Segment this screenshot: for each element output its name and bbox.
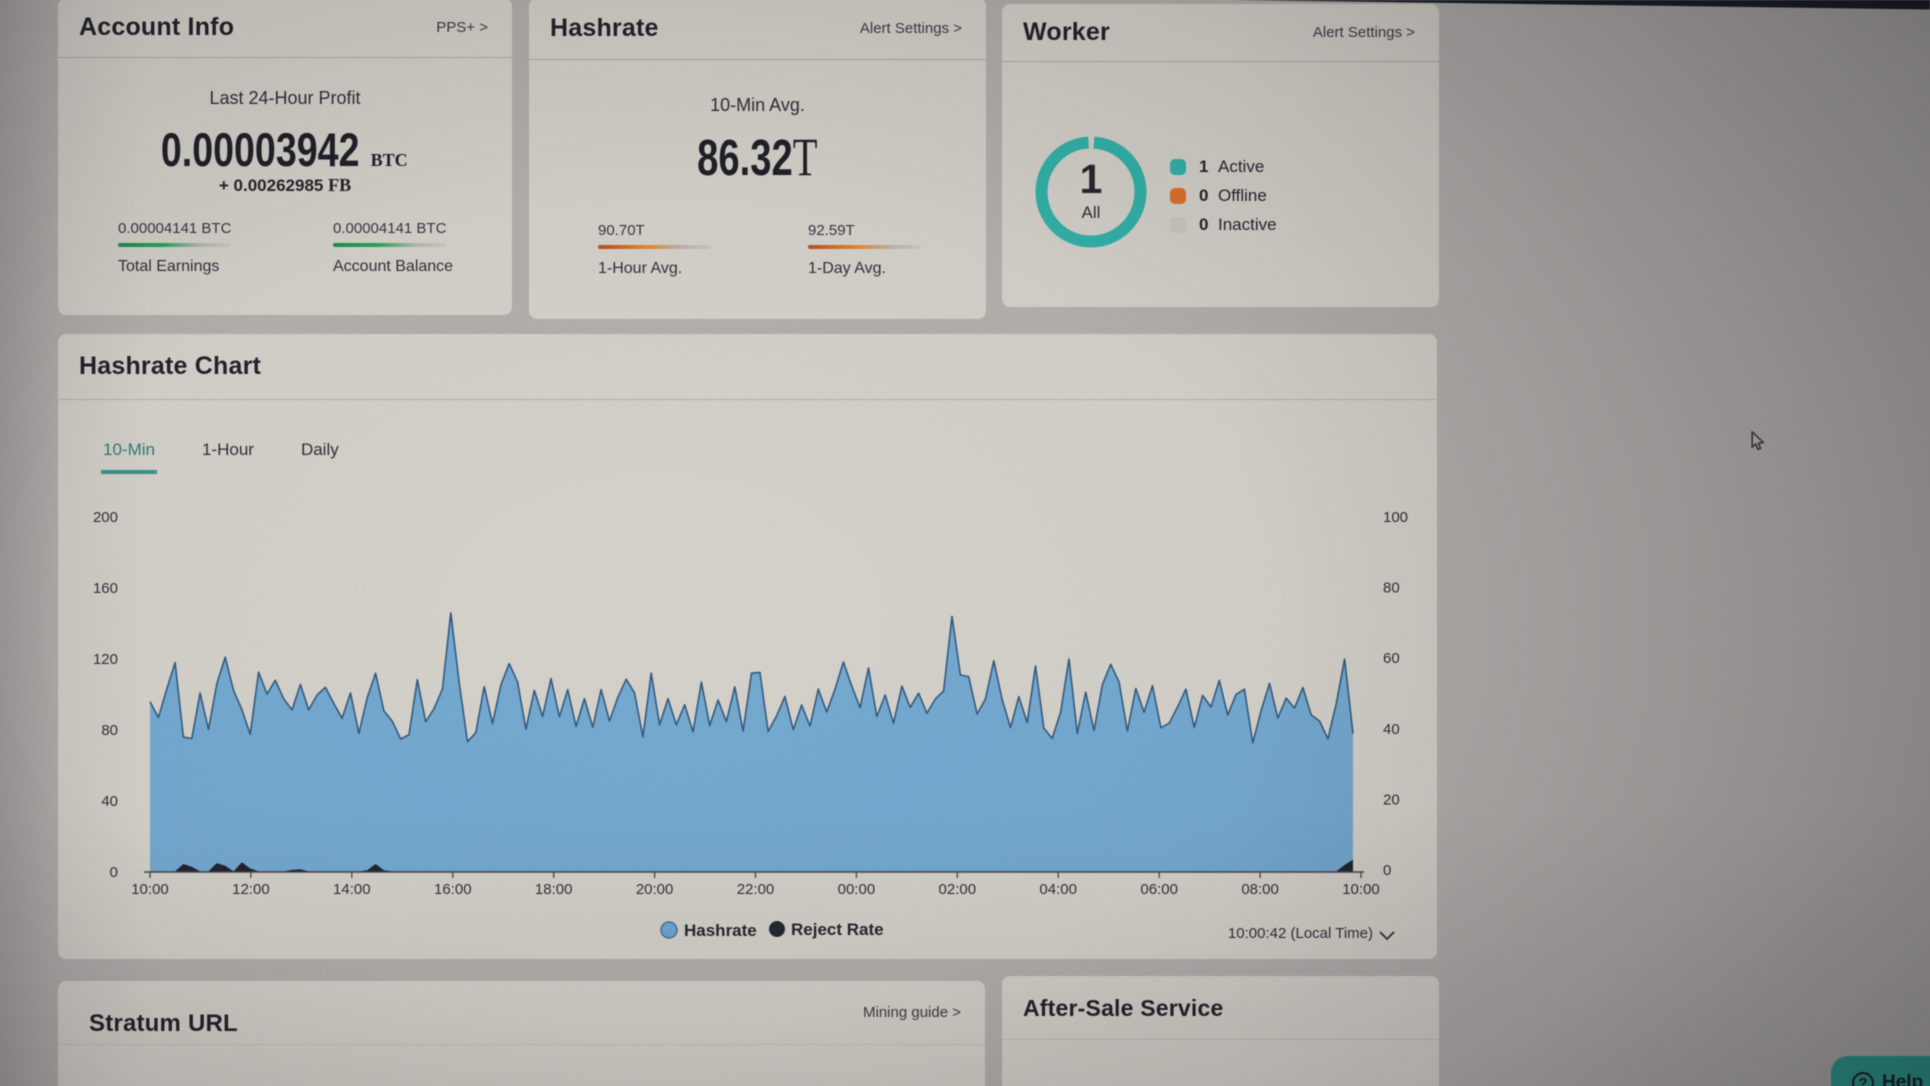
svg-text:18:00: 18:00	[535, 881, 573, 898]
svg-text:12:00: 12:00	[232, 881, 270, 898]
svg-text:14:00: 14:00	[333, 881, 371, 898]
svg-text:40: 40	[101, 793, 118, 810]
svg-text:60: 60	[1383, 650, 1400, 667]
svg-text:0: 0	[1383, 862, 1391, 879]
svg-text:40: 40	[1383, 721, 1400, 738]
svg-text:04:00: 04:00	[1039, 881, 1077, 898]
svg-text:Hashrate: Hashrate	[684, 921, 757, 940]
svg-text:80: 80	[101, 722, 118, 739]
svg-text:02:00: 02:00	[939, 881, 977, 898]
svg-text:08:00: 08:00	[1241, 881, 1279, 898]
svg-text:20:00: 20:00	[636, 881, 674, 898]
svg-text:Reject Rate: Reject Rate	[791, 920, 884, 939]
svg-text:20: 20	[1383, 791, 1400, 808]
svg-text:22:00: 22:00	[737, 881, 775, 898]
svg-text:160: 160	[93, 580, 118, 597]
svg-text:100: 100	[1383, 509, 1408, 526]
svg-text:10:00: 10:00	[1342, 881, 1380, 898]
svg-text:120: 120	[93, 651, 118, 668]
svg-text:00:00: 00:00	[838, 881, 876, 898]
svg-text:0: 0	[110, 864, 118, 881]
svg-text:16:00: 16:00	[434, 881, 472, 898]
svg-text:200: 200	[93, 509, 118, 526]
svg-text:06:00: 06:00	[1140, 881, 1178, 898]
svg-text:80: 80	[1383, 580, 1400, 597]
svg-text:10:00: 10:00	[131, 881, 169, 898]
svg-text:10:00:42 (Local Time): 10:00:42 (Local Time)	[1228, 925, 1373, 942]
